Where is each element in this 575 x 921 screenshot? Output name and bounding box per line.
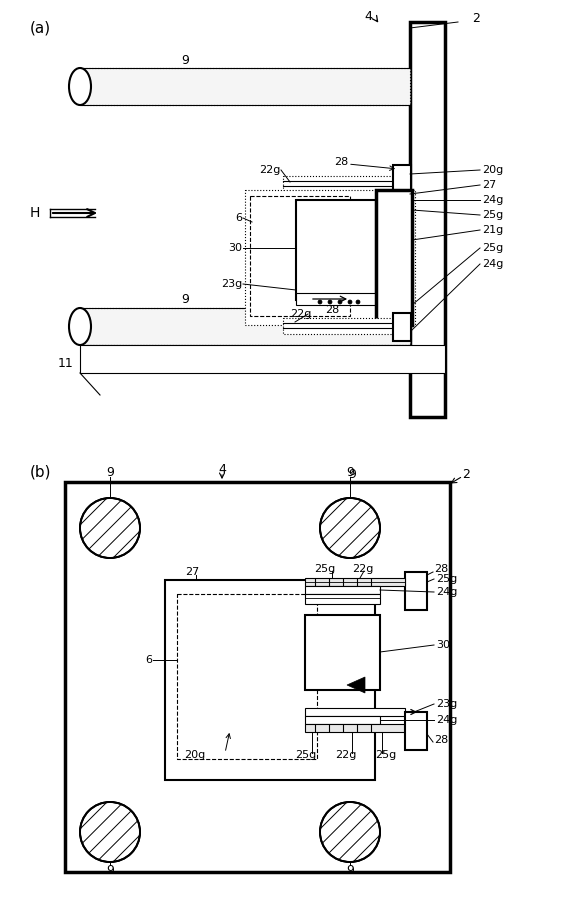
Circle shape xyxy=(338,300,342,304)
Text: 22g: 22g xyxy=(259,165,280,175)
Text: (b): (b) xyxy=(30,464,52,480)
Bar xyxy=(405,712,427,750)
Bar xyxy=(376,190,412,325)
Bar xyxy=(305,615,380,690)
Circle shape xyxy=(80,802,140,862)
Text: 24g: 24g xyxy=(482,195,503,205)
Ellipse shape xyxy=(69,68,91,105)
Text: 24g: 24g xyxy=(482,259,503,269)
Bar xyxy=(165,580,375,780)
Circle shape xyxy=(356,300,360,304)
Text: 22g: 22g xyxy=(352,564,373,574)
Text: 9: 9 xyxy=(346,864,354,877)
Bar xyxy=(305,578,405,586)
Text: 4: 4 xyxy=(218,462,226,475)
Bar xyxy=(177,594,317,759)
Text: 30: 30 xyxy=(436,640,450,650)
Text: 25g: 25g xyxy=(436,574,457,584)
Text: 25g: 25g xyxy=(314,564,335,574)
Text: 9: 9 xyxy=(106,864,114,877)
Bar xyxy=(393,313,411,341)
Bar xyxy=(250,196,350,316)
Circle shape xyxy=(80,498,140,558)
Text: 21g: 21g xyxy=(482,225,503,235)
Bar xyxy=(80,345,445,373)
Text: 9: 9 xyxy=(181,53,189,66)
Bar xyxy=(305,708,405,716)
Bar xyxy=(296,293,376,305)
Text: 9: 9 xyxy=(106,465,114,479)
Bar xyxy=(405,572,427,610)
Text: 25g: 25g xyxy=(295,750,316,760)
Bar xyxy=(305,716,380,724)
Text: 20g: 20g xyxy=(185,750,206,760)
Text: 30: 30 xyxy=(228,243,242,253)
Polygon shape xyxy=(347,677,365,693)
Text: 6: 6 xyxy=(145,655,152,665)
Text: 9: 9 xyxy=(348,468,356,481)
Text: 25g: 25g xyxy=(482,243,503,253)
Text: 25g: 25g xyxy=(482,210,503,220)
Bar xyxy=(393,165,411,193)
Circle shape xyxy=(328,300,332,304)
Text: H: H xyxy=(30,206,40,220)
Circle shape xyxy=(348,300,352,304)
Text: 9: 9 xyxy=(346,465,354,479)
Bar xyxy=(296,200,376,300)
Text: 22g: 22g xyxy=(335,750,356,760)
Text: 22g: 22g xyxy=(290,309,312,319)
Text: 11: 11 xyxy=(58,356,74,369)
Text: 2: 2 xyxy=(462,468,470,481)
Bar xyxy=(80,308,410,345)
Bar xyxy=(410,22,445,417)
Text: 4: 4 xyxy=(364,9,372,22)
Bar xyxy=(245,190,415,325)
Bar xyxy=(65,482,450,872)
Text: 24g: 24g xyxy=(436,587,457,597)
Circle shape xyxy=(318,300,322,304)
Text: 9: 9 xyxy=(181,293,189,306)
Text: 24g: 24g xyxy=(436,715,457,725)
Text: 27: 27 xyxy=(185,567,200,577)
Text: 20g: 20g xyxy=(482,165,503,175)
Bar xyxy=(305,724,405,732)
Text: 2: 2 xyxy=(472,11,480,25)
Bar xyxy=(305,594,380,604)
Text: 28: 28 xyxy=(434,564,448,574)
Text: 28: 28 xyxy=(434,735,448,745)
Text: 28: 28 xyxy=(334,157,348,167)
Circle shape xyxy=(320,802,380,862)
Text: 25g: 25g xyxy=(375,750,396,760)
Circle shape xyxy=(320,498,380,558)
Bar xyxy=(80,68,410,105)
Text: 6: 6 xyxy=(235,213,242,223)
Text: (a): (a) xyxy=(30,20,51,36)
Bar xyxy=(283,176,410,192)
Text: 27: 27 xyxy=(482,180,496,190)
Bar xyxy=(283,318,410,334)
Bar xyxy=(305,586,380,594)
Text: 23g: 23g xyxy=(221,279,242,289)
Ellipse shape xyxy=(69,308,91,345)
Text: 23g: 23g xyxy=(436,699,457,709)
Text: 28: 28 xyxy=(325,305,339,315)
